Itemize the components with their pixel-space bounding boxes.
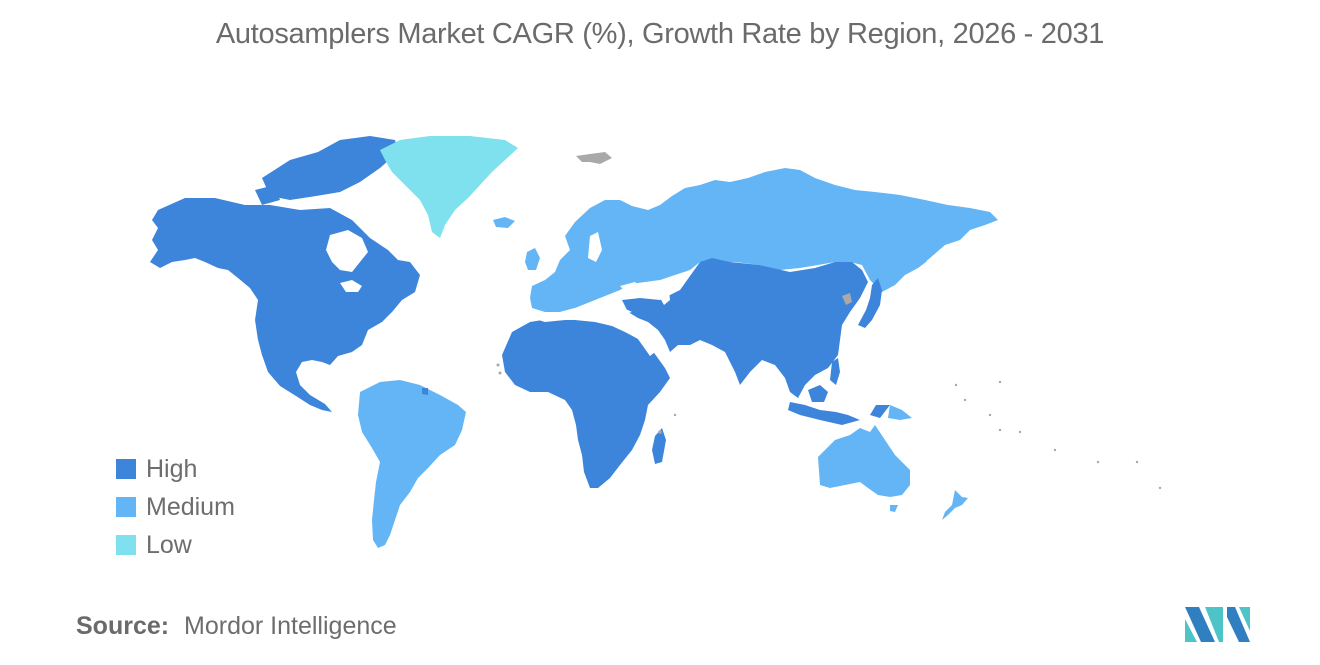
pacific-islands <box>496 363 1162 490</box>
region-png <box>888 405 912 420</box>
legend-swatch-low <box>116 535 136 555</box>
region-north-america <box>150 136 420 412</box>
region-greenland <box>380 136 518 238</box>
legend-item-high: High <box>116 450 235 488</box>
legend-item-medium: Medium <box>116 488 235 526</box>
baltic-sea <box>588 232 602 262</box>
mediterranean-sea <box>532 304 632 322</box>
legend: High Medium Low <box>116 450 235 564</box>
region-uk <box>525 248 540 270</box>
legend-item-low: Low <box>116 526 235 564</box>
region-tasmania <box>890 505 898 512</box>
region-iceland <box>493 217 515 228</box>
source-value: Mordor Intelligence <box>184 612 397 640</box>
caspian-sea <box>660 282 670 305</box>
hudson-bay <box>326 230 368 272</box>
great-lakes <box>340 280 362 292</box>
region-africa-asia <box>502 258 890 488</box>
source-label: Source: <box>76 612 170 640</box>
region-kamchatka <box>915 240 935 268</box>
mordor-intelligence-logo-icon <box>1185 607 1250 642</box>
region-north-korea <box>842 293 852 305</box>
region-french-guiana <box>422 388 428 395</box>
legend-swatch-high <box>116 459 136 479</box>
region-south-america <box>358 380 466 548</box>
region-svalbard <box>576 152 612 164</box>
chart-title: Autosamplers Market CAGR (%), Growth Rat… <box>215 18 1105 50</box>
region-new-zealand <box>942 490 968 520</box>
black-sea <box>620 282 642 294</box>
legend-label: Medium <box>146 492 235 521</box>
legend-label: High <box>146 454 198 483</box>
legend-swatch-medium <box>116 497 136 517</box>
source-line: Source: Mordor Intelligence <box>76 612 397 641</box>
legend-label: Low <box>146 530 192 559</box>
red-sea <box>628 322 655 356</box>
region-europe-russia <box>530 168 998 312</box>
region-australia <box>818 425 910 497</box>
